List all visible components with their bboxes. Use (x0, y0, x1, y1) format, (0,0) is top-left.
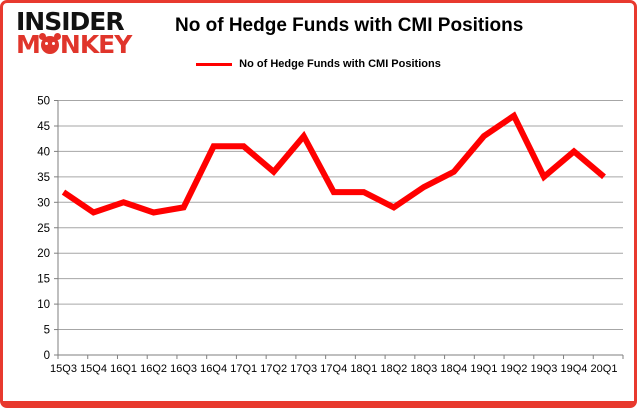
y-axis-tick-label: 30 (37, 197, 50, 209)
x-axis-tick-label: 17Q4 (320, 363, 347, 375)
x-axis-tick-label: 18Q3 (410, 363, 437, 375)
y-axis-tick-label: 50 (37, 96, 50, 108)
logo-monkey-m: M (16, 30, 41, 59)
x-axis-tick-label: 15Q3 (50, 363, 77, 375)
y-axis-tick-label: 15 (37, 274, 50, 286)
line-chart-plot-area: 0 5 10 15 20 25 30 35 40 45 50 15Q3 15Q4 16Q1 16Q2 16Q3… (37, 96, 624, 375)
y-axis-tick-label: 5 (44, 325, 50, 337)
logo-text-monkey: M NKEY (16, 30, 132, 59)
x-axis-tick-label: 16Q2 (140, 363, 167, 375)
legend-line-sample (196, 62, 233, 66)
monkey-eyes-icon (44, 42, 48, 45)
x-axis-tick-label: 16Q4 (200, 363, 227, 375)
y-axis-tick-label: 25 (37, 223, 50, 235)
x-axis-tick-label: 19Q4 (561, 363, 588, 375)
x-axis-tick-label: 17Q3 (290, 363, 317, 375)
y-axis-tick-label: 20 (37, 248, 50, 260)
logo-monkey-nkey: NKEY (59, 30, 132, 59)
monkey-face-icon (38, 33, 61, 54)
x-axis-tick-label: 18Q2 (380, 363, 407, 375)
x-axis-tick-label: 16Q1 (110, 363, 137, 375)
data-line (61, 111, 606, 216)
chart-title: No of Hedge Funds with CMI Positions (175, 15, 524, 36)
x-axis-tick-label: 18Q1 (350, 363, 377, 375)
y-axis-tick-label: 10 (37, 299, 50, 311)
y-axis-tick-label: 0 (44, 350, 50, 362)
legend-label: No of Hedge Funds with CMI Positions (239, 58, 441, 70)
y-axis-tick-label: 40 (37, 146, 50, 158)
x-axis-tick-label: 19Q1 (470, 363, 497, 375)
logo-text-insider: INSIDER (16, 7, 125, 36)
y-axis-tick-label: 45 (37, 121, 50, 133)
insider-monkey-logo: INSIDER M NKEY (16, 7, 132, 59)
chart-legend: No of Hedge Funds with CMI Positions (3, 58, 634, 70)
x-axis-tick-label: 17Q2 (260, 363, 287, 375)
x-axis-tick-label: 15Q4 (80, 363, 107, 375)
x-axis-tick-label: 18Q4 (440, 363, 467, 375)
x-axis-tick-label: 19Q3 (530, 363, 557, 375)
x-axis-tick-label: 16Q3 (170, 363, 197, 375)
y-axis-tick-label: 35 (37, 172, 50, 184)
x-axis-tick-label: 17Q1 (230, 363, 257, 375)
x-axis-tick-label: 20Q1 (591, 363, 618, 375)
x-axis-tick-label: 19Q2 (500, 363, 527, 375)
